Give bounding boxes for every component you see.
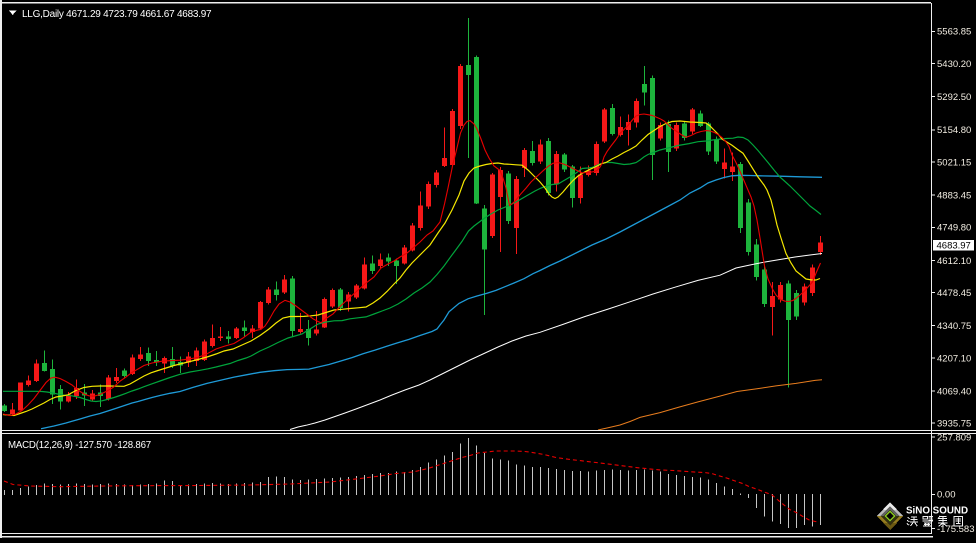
svg-text:4749.80: 4749.80 bbox=[937, 223, 971, 234]
svg-text:5021.15: 5021.15 bbox=[937, 157, 971, 168]
svg-text:5430.20: 5430.20 bbox=[937, 59, 971, 70]
svg-text:3935.75: 3935.75 bbox=[937, 419, 971, 430]
svg-text:4340.75: 4340.75 bbox=[937, 321, 971, 332]
svg-text:MACD(12,26,9) -127.570 -128.86: MACD(12,26,9) -127.570 -128.867 bbox=[8, 440, 151, 451]
svg-text:LLG,Daily 4671.29 4723.79 466: LLG,Daily 4671.29 4723.79 4661.67 4683.9… bbox=[22, 9, 212, 20]
svg-text:4478.45: 4478.45 bbox=[937, 288, 971, 299]
svg-text:0.00: 0.00 bbox=[937, 490, 956, 501]
svg-text:-175.583: -175.583 bbox=[937, 524, 975, 535]
svg-text:4069.40: 4069.40 bbox=[937, 386, 971, 397]
svg-text:4612.10: 4612.10 bbox=[937, 256, 971, 267]
svg-text:4683.97: 4683.97 bbox=[937, 240, 971, 251]
svg-text:257.809: 257.809 bbox=[937, 432, 971, 443]
svg-text:5292.50: 5292.50 bbox=[937, 92, 971, 103]
svg-text:4883.45: 4883.45 bbox=[937, 191, 971, 202]
svg-text:5154.80: 5154.80 bbox=[937, 125, 971, 136]
svg-text:SiNO SOUND: SiNO SOUND bbox=[906, 506, 968, 517]
svg-text:4207.10: 4207.10 bbox=[937, 353, 971, 364]
svg-text:5563.85: 5563.85 bbox=[937, 27, 971, 38]
